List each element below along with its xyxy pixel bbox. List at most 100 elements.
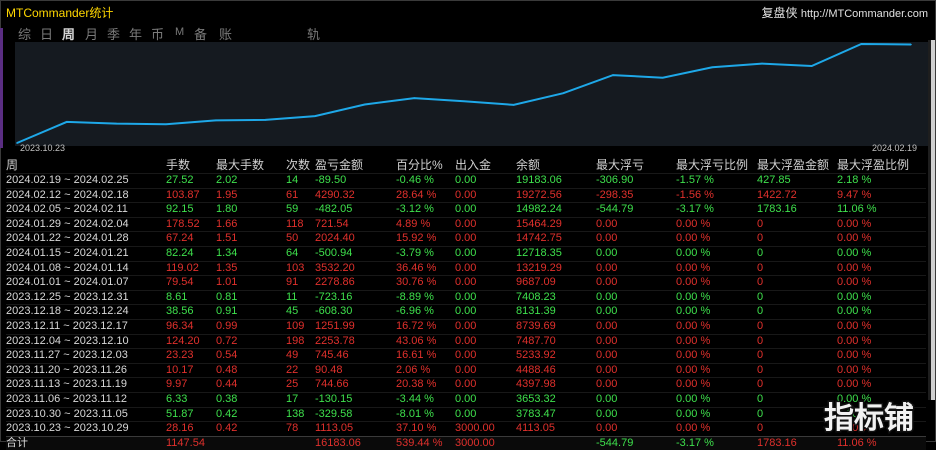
table-row[interactable]: 2024.01.01 ~ 2024.01.07 79.54 1.01 91 2278.8… bbox=[6, 275, 926, 291]
table-cell: 0.00 bbox=[455, 333, 516, 349]
table-row[interactable]: 2023.12.25 ~ 2023.12.31 8.61 0.81 11 -723.16… bbox=[6, 289, 926, 305]
table-cell: 51.87 bbox=[166, 406, 216, 422]
table-cell: 0.44 bbox=[216, 377, 286, 393]
table-row[interactable]: 2024.02.19 ~ 2024.02.25 27.52 2.02 14 -89.50… bbox=[6, 173, 926, 189]
table-cell: 0.00 bbox=[455, 187, 516, 203]
column-header-7[interactable]: 余额 bbox=[516, 158, 541, 172]
scrollbar-thumb[interactable] bbox=[931, 40, 935, 400]
table-cell: 427.85 bbox=[757, 173, 837, 189]
table-row[interactable]: 2024.01.15 ~ 2024.01.21 82.24 1.34 64 -500.9… bbox=[6, 245, 926, 262]
column-header-1[interactable]: 手数 bbox=[166, 158, 191, 172]
table-cell: 10.17 bbox=[166, 362, 216, 378]
table-row[interactable]: 2023.11.13 ~ 2023.11.19 9.97 0.44 25 744.66 2… bbox=[6, 377, 926, 393]
table-row[interactable]: 2023.12.11 ~ 2023.12.17 96.34 0.99 109 1251.… bbox=[6, 318, 926, 335]
column-header-3[interactable]: 次数 bbox=[286, 158, 311, 172]
tab-month[interactable]: 月 bbox=[85, 27, 99, 42]
table-cell: 0 bbox=[757, 275, 837, 291]
table-row[interactable]: 2023.12.04 ~ 2023.12.10 124.20 0.72 198 2253… bbox=[6, 333, 926, 349]
table-row[interactable]: 2023.11.20 ~ 2023.11.26 10.17 0.48 22 90.48 2… bbox=[6, 362, 926, 378]
table-row[interactable]: 2023.10.30 ~ 2023.11.05 51.87 0.42 138 -329.… bbox=[6, 406, 926, 422]
column-header-11[interactable]: 最大浮盈比例 bbox=[837, 158, 910, 172]
column-header-2[interactable]: 最大手数 bbox=[216, 158, 265, 172]
table-row[interactable]: 2024.02.12 ~ 2024.02.18 103.87 1.95 61 4290.… bbox=[6, 187, 926, 203]
balance-point bbox=[314, 115, 316, 117]
table-cell: 9.97 bbox=[166, 377, 216, 393]
table-cell: -298.35 bbox=[596, 187, 676, 203]
table-cell: 2024.01.01 ~ 2024.01.07 bbox=[6, 275, 166, 291]
table-cell: 0 bbox=[757, 260, 837, 276]
column-header-5[interactable]: 百分比% bbox=[396, 158, 443, 172]
table-cell: 17 bbox=[286, 391, 315, 407]
table-row[interactable]: 2024.01.22 ~ 2024.01.28 67.24 1.51 50 2024.4… bbox=[6, 231, 926, 247]
table-cell: 2023.12.25 ~ 2023.12.31 bbox=[6, 289, 166, 305]
total-cell bbox=[216, 435, 286, 450]
table-cell: 1.35 bbox=[216, 260, 286, 276]
table-header-row: 周 手数 最大手数 次数 盈亏金额 百分比% 出入金 余额 最大浮亏 最大浮亏比例 最大浮盈金额 最大… bbox=[6, 158, 926, 174]
table-row[interactable]: 2024.01.29 ~ 2024.02.04 178.52 1.66 118 721.… bbox=[6, 216, 926, 232]
brand-label[interactable]: 复盘侠 http://MTCommander.com bbox=[761, 4, 928, 21]
table-cell: 61 bbox=[286, 187, 315, 203]
table-row[interactable]: 2023.12.18 ~ 2023.12.24 38.56 0.91 45 -608.3… bbox=[6, 304, 926, 320]
table-cell: 0.00 % bbox=[676, 421, 757, 437]
table-cell: 0.54 bbox=[216, 348, 286, 364]
table-cell: 19183.06 bbox=[516, 173, 596, 189]
column-header-8[interactable]: 最大浮亏 bbox=[596, 158, 645, 172]
tab-notes[interactable]: 备 bbox=[194, 27, 208, 42]
table-cell: 28.16 bbox=[166, 421, 216, 437]
column-header-6[interactable]: 出入金 bbox=[455, 158, 492, 172]
table-cell: 0 bbox=[757, 421, 837, 437]
table-cell: 9687.09 bbox=[516, 275, 596, 291]
table-cell: 0.00 bbox=[455, 348, 516, 364]
table-row[interactable]: 2024.02.05 ~ 2024.02.11 92.15 1.80 59 -482.0… bbox=[6, 202, 926, 218]
tab-currency[interactable]: 币 bbox=[151, 27, 165, 42]
column-header-4[interactable]: 盈亏金额 bbox=[315, 158, 364, 172]
table-row[interactable]: 2023.10.23 ~ 2023.10.29 28.16 0.42 78 1113.0… bbox=[6, 421, 926, 437]
table-row[interactable]: 2024.01.08 ~ 2024.01.14 119.02 1.35 103 3532… bbox=[6, 260, 926, 276]
table-row[interactable]: 2023.11.06 ~ 2023.11.12 6.33 0.38 17 -130.15… bbox=[6, 391, 926, 407]
table-cell: 92.15 bbox=[166, 202, 216, 218]
balance-point bbox=[165, 123, 167, 125]
table-cell: 14742.75 bbox=[516, 231, 596, 247]
column-header-9[interactable]: 最大浮亏比例 bbox=[676, 158, 749, 172]
table-cell: -89.50 bbox=[315, 173, 396, 189]
tab-quarter[interactable]: 季 bbox=[107, 27, 121, 42]
total-cell: 539.44 % bbox=[396, 435, 455, 450]
balance-point bbox=[16, 142, 18, 144]
balance-line bbox=[16, 42, 912, 144]
table-cell: 2.02 bbox=[216, 173, 286, 189]
table-cell: 82.24 bbox=[166, 245, 216, 262]
tab-year[interactable]: 年 bbox=[129, 27, 143, 42]
brand-url[interactable]: http://MTCommander.com bbox=[800, 8, 928, 20]
table-cell: 103 bbox=[286, 260, 315, 276]
table-cell: 11.06 % bbox=[837, 202, 926, 218]
column-header-10[interactable]: 最大浮盈金额 bbox=[757, 158, 830, 172]
table-row[interactable]: 2023.11.27 ~ 2023.12.03 23.23 0.54 49 745.46… bbox=[6, 348, 926, 364]
table-cell: 0.00 bbox=[596, 289, 676, 305]
balance-point bbox=[65, 121, 68, 123]
table-cell: 4488.46 bbox=[516, 362, 596, 378]
table-cell: 0.00 bbox=[596, 304, 676, 320]
tab-week[interactable]: 周 bbox=[62, 27, 76, 42]
scrollbar-track[interactable] bbox=[928, 40, 931, 400]
table-cell: 0.00 % bbox=[837, 216, 926, 232]
table-cell: -3.44 % bbox=[396, 391, 455, 407]
tab-day[interactable]: 日 bbox=[40, 27, 54, 42]
table-cell: 4397.98 bbox=[516, 377, 596, 393]
table-cell: 0.00 bbox=[455, 275, 516, 291]
tab-overview[interactable]: 综 bbox=[18, 27, 32, 42]
column-header-0[interactable]: 周 bbox=[6, 158, 19, 172]
table-cell: -306.90 bbox=[596, 173, 676, 189]
table-cell: 2023.11.13 ~ 2023.11.19 bbox=[6, 377, 166, 393]
table-cell: 744.66 bbox=[315, 377, 396, 393]
table-cell: 2023.11.27 ~ 2023.12.03 bbox=[6, 348, 166, 364]
table-cell: 0.00 bbox=[596, 421, 676, 437]
table-cell: 0 bbox=[757, 318, 837, 335]
table-cell: 4113.05 bbox=[516, 421, 596, 437]
table-cell: 19272.56 bbox=[516, 187, 596, 203]
watermark-logo: 指标铺 bbox=[823, 400, 916, 438]
brand-name: 复盘侠 bbox=[761, 6, 798, 20]
table-cell: 0 bbox=[757, 406, 837, 422]
tab-m[interactable]: M bbox=[175, 26, 185, 38]
table-cell: 138 bbox=[286, 406, 315, 422]
table-cell: 0 bbox=[757, 348, 837, 364]
